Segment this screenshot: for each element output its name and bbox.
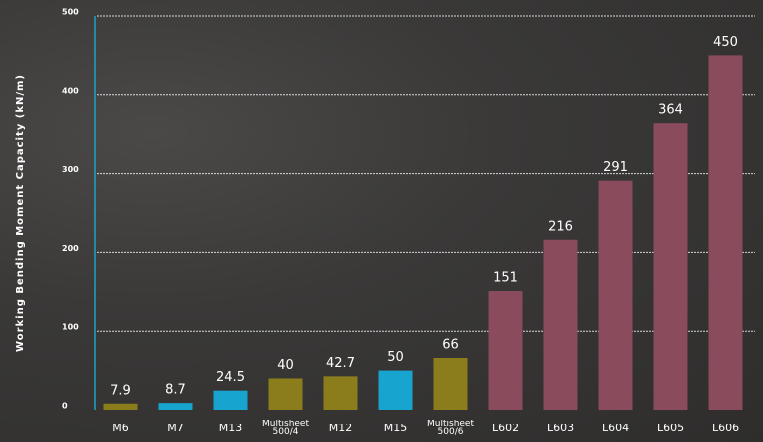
value-label: 151 [493, 271, 518, 286]
bar [158, 403, 193, 410]
bar [488, 291, 523, 410]
x-tick-label: M13 [218, 424, 243, 434]
x-tick-wrap: L604 [601, 424, 630, 434]
bar [653, 123, 688, 410]
x-tick-wrap: L602 [491, 424, 520, 434]
y-tick-label: 0 [62, 402, 68, 411]
x-tick-label: L604 [601, 424, 630, 434]
x-tick-wrap: Multisheet 500/6 [427, 420, 474, 437]
x-tick-wrap: M13 [218, 424, 243, 434]
x-tick-wrap: Multisheet 500/4 [262, 420, 309, 437]
bar [103, 403, 138, 410]
value-label: 291 [603, 160, 628, 175]
bar [708, 55, 743, 411]
value-label: 8.7 [165, 383, 186, 398]
y-tick-label: 500 [62, 8, 79, 17]
bar [268, 378, 303, 410]
x-tick-label: L603 [546, 424, 575, 434]
x-tick-label: M15 [383, 424, 408, 434]
x-tick-wrap: L605 [656, 424, 685, 434]
x-tick-wrap: M7 [167, 424, 184, 434]
x-tick-wrap: L603 [546, 424, 575, 434]
x-tick-wrap: L606 [711, 424, 740, 434]
value-label: 7.9 [110, 383, 131, 398]
bar [378, 370, 413, 410]
y-tick-label: 300 [62, 165, 79, 174]
y-axis-label: Working Bending Moment Capacity (kN/m) [15, 74, 26, 352]
value-label: 42.7 [326, 356, 355, 371]
bar [213, 390, 248, 410]
bar [323, 376, 358, 410]
x-tick-label: L605 [656, 424, 685, 434]
x-tick-label: L606 [711, 424, 740, 434]
x-tick-wrap: M6 [112, 424, 129, 434]
y-tick-label: 400 [62, 86, 79, 95]
bar [433, 357, 468, 410]
value-label: 216 [548, 219, 573, 234]
value-label: 40 [277, 358, 294, 373]
x-tick-label: Multisheet 500/6 [427, 420, 474, 437]
bar [598, 180, 633, 410]
x-tick-label: M7 [167, 424, 184, 434]
x-tick-wrap: M12 [328, 424, 353, 434]
value-label: 364 [658, 103, 683, 118]
x-tick-label: M6 [112, 424, 129, 434]
value-label: 450 [713, 35, 738, 50]
value-label: 50 [387, 350, 404, 365]
x-tick-label: M12 [328, 424, 353, 434]
bar [543, 239, 578, 410]
x-tick-label: Multisheet 500/4 [262, 420, 309, 437]
y-tick-label: 100 [62, 323, 79, 332]
value-label: 66 [442, 337, 459, 352]
y-tick-label: 200 [62, 244, 79, 253]
x-tick-label: L602 [491, 424, 520, 434]
value-label: 24.5 [216, 370, 245, 385]
x-tick-wrap: M15 [383, 424, 408, 434]
